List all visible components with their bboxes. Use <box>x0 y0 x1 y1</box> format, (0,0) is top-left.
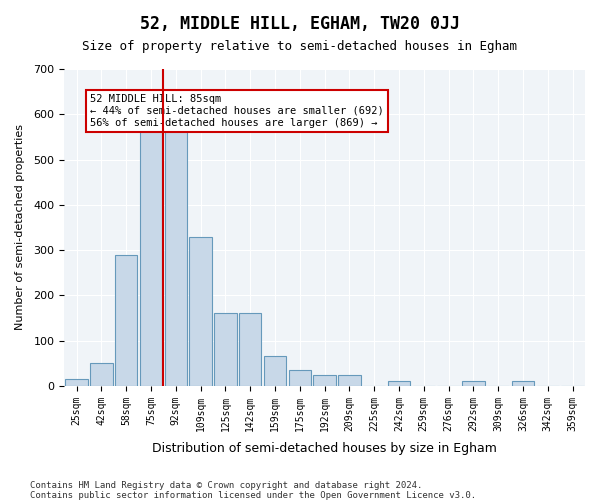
Bar <box>239 314 262 386</box>
Bar <box>90 364 113 386</box>
Bar <box>264 356 286 386</box>
Bar <box>214 314 236 386</box>
Bar <box>512 382 534 386</box>
Bar <box>190 236 212 386</box>
Bar <box>313 374 336 386</box>
Bar <box>338 374 361 386</box>
Text: Contains public sector information licensed under the Open Government Licence v3: Contains public sector information licen… <box>30 491 476 500</box>
Text: 52 MIDDLE HILL: 85sqm
← 44% of semi-detached houses are smaller (692)
56% of sem: 52 MIDDLE HILL: 85sqm ← 44% of semi-deta… <box>90 94 384 128</box>
Bar <box>462 382 485 386</box>
Text: 52, MIDDLE HILL, EGHAM, TW20 0JJ: 52, MIDDLE HILL, EGHAM, TW20 0JJ <box>140 15 460 33</box>
Text: Size of property relative to semi-detached houses in Egham: Size of property relative to semi-detach… <box>83 40 517 53</box>
Text: Contains HM Land Registry data © Crown copyright and database right 2024.: Contains HM Land Registry data © Crown c… <box>30 481 422 490</box>
Bar <box>140 126 162 386</box>
Y-axis label: Number of semi-detached properties: Number of semi-detached properties <box>15 124 25 330</box>
Bar <box>388 382 410 386</box>
Bar <box>115 254 137 386</box>
Bar <box>65 379 88 386</box>
X-axis label: Distribution of semi-detached houses by size in Egham: Distribution of semi-detached houses by … <box>152 442 497 455</box>
Bar <box>289 370 311 386</box>
Bar <box>164 128 187 386</box>
